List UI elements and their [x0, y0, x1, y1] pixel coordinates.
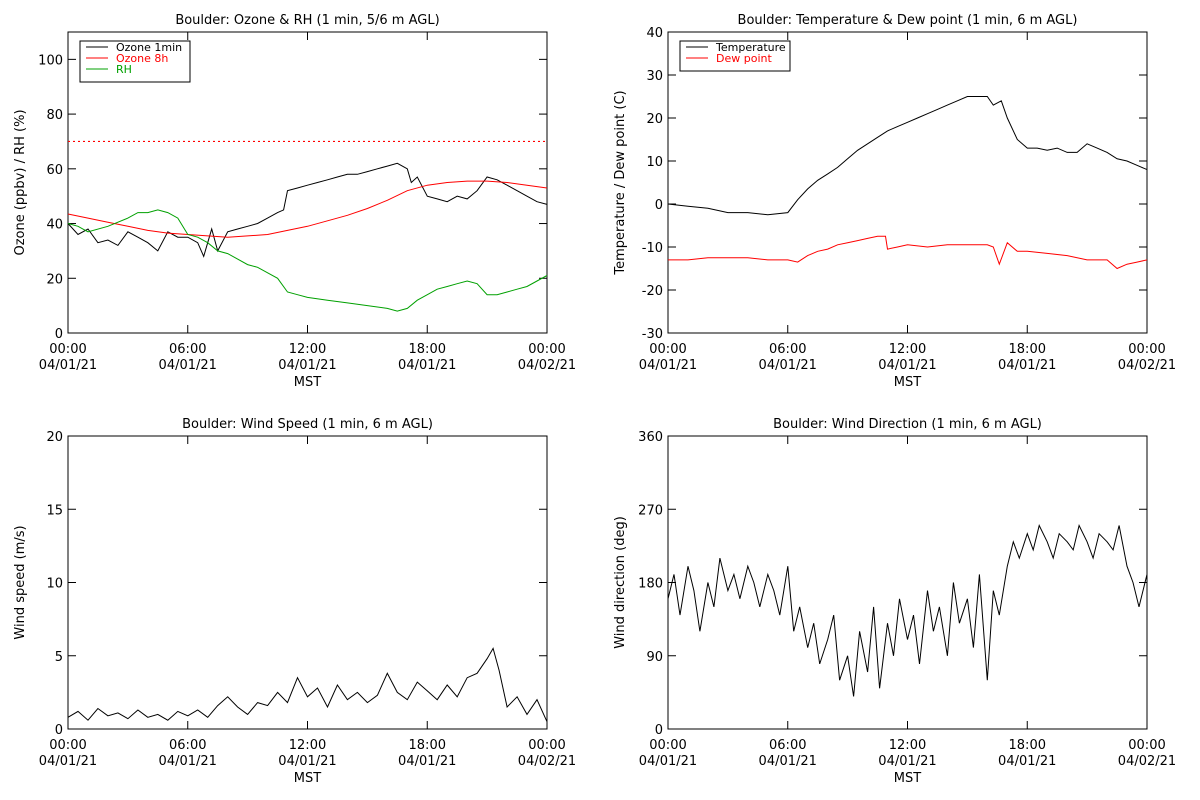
legend-entry: RH [116, 63, 132, 76]
chart-title: Boulder: Ozone & RH (1 min, 5/6 m AGL) [175, 13, 439, 28]
series-line-data [667, 524, 1148, 697]
x-tick-label-date: 04/01/21 [639, 754, 697, 769]
chart-title: Boulder: Wind Speed (1 min, 6 m AGL) [182, 417, 433, 432]
x-tick-label-time: 06:00 [169, 342, 206, 357]
x-tick-label-date: 04/01/21 [39, 358, 97, 373]
x-tick-label-date: 04/01/21 [878, 358, 936, 373]
x-tick-label-time: 06:00 [769, 342, 806, 357]
y-tick-label: 20 [46, 430, 63, 445]
x-tick-label-time: 00:00 [649, 738, 686, 753]
y-tick-label: 0 [655, 198, 663, 213]
x-tick-label-date: 04/01/21 [759, 358, 817, 373]
legend-entry: Ozone 8h [116, 52, 168, 65]
x-axis-label: MST [894, 375, 921, 390]
legend-entry: Dew point [716, 52, 772, 65]
legend-box [79, 40, 191, 83]
x-tick-label-date: 04/01/21 [759, 754, 817, 769]
plot-frame [667, 435, 1148, 730]
series-line-ozone-8h [67, 180, 548, 238]
x-tick-label-time: 00:00 [49, 738, 86, 753]
x-tick-label-time: 12:00 [289, 738, 326, 753]
y-tick-label: 30 [646, 69, 663, 84]
y-tick-label: 100 [38, 53, 63, 68]
x-tick-label-time: 12:00 [289, 342, 326, 357]
y-axis-label: Ozone (ppbv) / RH (%) [13, 109, 28, 255]
y-axis-label: Temperature / Dew point (C) [613, 90, 628, 275]
legend-box [679, 40, 791, 72]
plot-frame [667, 31, 1148, 334]
x-tick-label-time: 00:00 [1128, 738, 1165, 753]
x-axis-label: MST [894, 771, 921, 786]
y-tick-label: 0 [55, 327, 63, 342]
y-tick-label: 5 [55, 650, 63, 665]
plot-frame [67, 435, 548, 730]
x-tick-label-time: 00:00 [528, 738, 565, 753]
y-tick-label: 180 [638, 577, 663, 592]
y-tick-label: -30 [642, 327, 663, 342]
series-line-data [67, 647, 548, 722]
legend-entry: Temperature [715, 41, 786, 54]
series-line-temperature [667, 96, 1148, 216]
chart-wind-speed: Boulder: Wind Speed (1 min, 6 m AGL) 0 5 10… [13, 417, 576, 786]
x-axis-label: MST [294, 375, 321, 390]
x-tick-label-time: 06:00 [769, 738, 806, 753]
x-tick-label-time: 18:00 [1009, 342, 1046, 357]
chart-wind-direction: Boulder: Wind Direction (1 min, 6 m AGL)… [613, 417, 1176, 786]
y-tick-label: 0 [55, 723, 63, 738]
chart-ozone-rh: Boulder: Ozone & RH (1 min, 5/6 m AGL) 0 2… [13, 13, 576, 390]
x-tick-label-date: 04/01/21 [639, 358, 697, 373]
x-tick-label-time: 00:00 [649, 342, 686, 357]
x-tick-label-time: 18:00 [409, 738, 446, 753]
y-tick-label: -10 [642, 241, 663, 256]
y-tick-label: 20 [46, 272, 63, 287]
x-tick-label-date: 04/01/21 [878, 754, 936, 769]
x-tick-label-date: 04/01/21 [159, 358, 217, 373]
y-tick-label: 0 [655, 723, 663, 738]
x-tick-label-date: 04/02/21 [518, 754, 576, 769]
y-axis-label: Wind speed (m/s) [13, 525, 28, 639]
x-tick-label-time: 00:00 [1128, 342, 1165, 357]
x-tick-label-date: 04/01/21 [398, 754, 456, 769]
y-tick-label: 10 [646, 155, 663, 170]
x-tick-label-time: 12:00 [889, 738, 926, 753]
y-tick-label: 10 [46, 577, 63, 592]
y-tick-label: 270 [638, 503, 663, 518]
x-tick-label-time: 00:00 [49, 342, 86, 357]
x-tick-label-date: 04/02/21 [1118, 358, 1176, 373]
x-tick-label-date: 04/01/21 [398, 358, 456, 373]
x-tick-label-time: 18:00 [1009, 738, 1046, 753]
x-tick-label-date: 04/02/21 [1118, 754, 1176, 769]
chart-title: Boulder: Temperature & Dew point (1 min,… [738, 13, 1078, 28]
y-tick-label: 60 [46, 163, 63, 178]
series-line-dew-point [668, 235, 1148, 270]
y-tick-label: 90 [646, 650, 663, 665]
series-line-ozone-1min [67, 162, 548, 258]
x-tick-label-date: 04/02/21 [518, 358, 576, 373]
y-tick-label: -20 [642, 284, 663, 299]
y-tick-label: 20 [646, 112, 663, 127]
x-tick-label-time: 00:00 [528, 342, 565, 357]
x-tick-label-date: 04/01/21 [278, 358, 336, 373]
x-tick-label-date: 04/01/21 [998, 358, 1056, 373]
chart-title: Boulder: Wind Direction (1 min, 6 m AGL) [773, 417, 1042, 432]
x-tick-label-time: 12:00 [889, 342, 926, 357]
legend-entry: Ozone 1min [116, 41, 182, 54]
y-tick-label: 15 [46, 503, 63, 518]
x-tick-label-date: 04/01/21 [998, 754, 1056, 769]
x-tick-label-date: 04/01/21 [278, 754, 336, 769]
chart-temp-dewpoint: Boulder: Temperature & Dew point (1 min,… [613, 13, 1176, 390]
x-tick-label-time: 06:00 [169, 738, 206, 753]
y-tick-label: 360 [638, 430, 663, 445]
x-axis-label: MST [294, 771, 321, 786]
x-tick-label-date: 04/01/21 [159, 754, 217, 769]
y-tick-label: 40 [46, 218, 63, 233]
y-axis-label: Wind direction (deg) [613, 516, 628, 649]
series-line-rh [67, 209, 548, 312]
y-tick-label: 80 [46, 108, 63, 123]
x-tick-label-time: 18:00 [409, 342, 446, 357]
x-tick-label-date: 04/01/21 [39, 754, 97, 769]
y-tick-label: 40 [646, 26, 663, 41]
